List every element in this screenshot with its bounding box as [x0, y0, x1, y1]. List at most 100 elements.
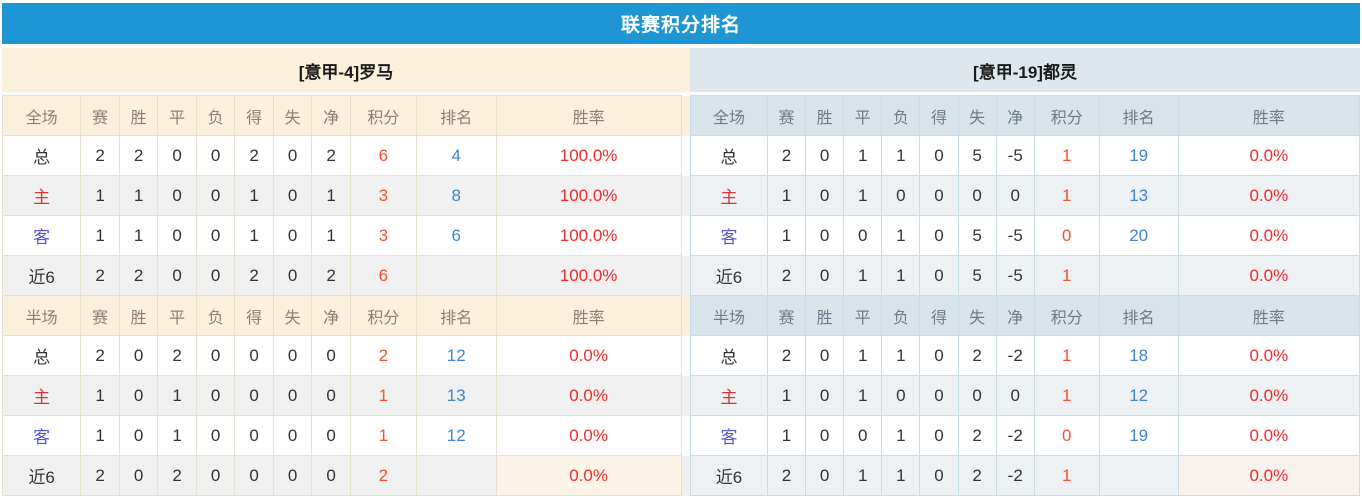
stat-cell: 0: [881, 375, 921, 416]
stat-cell: 1: [766, 415, 807, 456]
column-header-cell: 排名: [1098, 95, 1179, 136]
column-header-cell: 得: [919, 295, 959, 336]
stat-cell: 2: [157, 455, 197, 496]
row-label: 总: [1, 335, 82, 376]
table-row: 主 1 0 1 0 0 0 0 1 13 0.0%: [1, 375, 690, 416]
rank-cell: 12: [1098, 375, 1179, 416]
table-row: 近6 2 2 0 0 2 0 2 6 100.0%: [1, 255, 690, 296]
winrate-cell: 0.0%: [1177, 455, 1361, 496]
stat-cell: 0: [157, 215, 197, 256]
column-header-cell: 排名: [1098, 295, 1179, 336]
stat-cell: 0: [234, 415, 274, 456]
stat-cell: 0: [195, 255, 236, 296]
column-header-cell: 排名: [415, 95, 497, 136]
stat-cell: 2: [234, 135, 274, 176]
column-header-cell: 负: [881, 295, 921, 336]
column-header-cell: 负: [195, 95, 236, 136]
stat-cell: 2: [80, 335, 120, 376]
row-label: 总: [1, 135, 82, 176]
stat-cell: 1: [118, 175, 159, 216]
stat-cell: 2: [311, 255, 351, 296]
team-name-label: [意甲-19]都灵: [973, 62, 1077, 82]
table-row: 主 1 0 1 0 0 0 0 1 12 0.0%: [690, 375, 1361, 416]
stat-cell: 0: [234, 335, 274, 376]
stat-cell: 1: [80, 175, 120, 216]
stat-cell: 0: [843, 415, 883, 456]
row-label: 总: [690, 335, 768, 376]
rank-cell: 13: [1098, 175, 1179, 216]
stat-cell: 0: [919, 215, 959, 256]
column-header-cell: 失: [957, 295, 997, 336]
column-header-cell: 胜率: [1177, 295, 1361, 336]
stat-cell: 0: [195, 375, 236, 416]
stat-cell: 2: [234, 255, 274, 296]
stat-cell: 0: [805, 455, 845, 496]
stat-cell: 1: [157, 415, 197, 456]
points-cell: 1: [349, 375, 417, 416]
stat-cell: 0: [272, 255, 313, 296]
stat-cell: 0: [118, 415, 159, 456]
stat-cell: 1: [118, 215, 159, 256]
stat-cell: 0: [805, 375, 845, 416]
spacer-cell: [681, 336, 690, 376]
points-cell: 1: [1033, 455, 1100, 496]
stat-cell: 0: [272, 135, 313, 176]
stat-cell: 1: [881, 455, 921, 496]
stat-cell: 1: [80, 215, 120, 256]
column-header-cell: 胜率: [1177, 95, 1361, 136]
points-cell: 0: [1033, 415, 1100, 456]
column-header-cell: 得: [234, 95, 274, 136]
row-label: 近6: [690, 455, 768, 496]
column-header-cell: 胜: [118, 95, 159, 136]
stat-cell: 0: [919, 255, 959, 296]
column-header-cell: 排名: [415, 295, 497, 336]
stat-cell: 2: [766, 255, 807, 296]
winrate-cell: 0.0%: [1177, 335, 1361, 376]
spacer-cell: [681, 455, 690, 496]
table-row: 总 2 0 1 1 0 5 -5 1 19 0.0%: [690, 135, 1361, 176]
spacer-cell: [681, 295, 690, 336]
rank-cell: [1098, 255, 1179, 296]
page-title: 联赛积分排名: [620, 15, 741, 36]
table-row: 近6 2 0 1 1 0 5 -5 1 0.0%: [690, 255, 1361, 296]
row-label: 客: [1, 215, 82, 256]
stat-cell: 0: [311, 455, 351, 496]
points-cell: 0: [1033, 215, 1100, 256]
stat-cell: 0: [311, 375, 351, 416]
stat-cell: 0: [118, 455, 159, 496]
rank-cell: 6: [415, 215, 497, 256]
column-header-cell: 得: [234, 295, 274, 336]
spacer-cell: [681, 175, 690, 216]
table-row: 客 1 0 1 0 0 0 0 1 12 0.0%: [1, 415, 691, 456]
stat-cell: 0: [805, 255, 845, 296]
stat-cell: 2: [766, 335, 807, 376]
team-panel-roma: [意甲-4]罗马 全场赛胜平负得失净积分 排名 胜率总 2 2 0 0 2 0 2 6 4 100.0% 主…: [1, 48, 691, 496]
column-header-cell: 净: [995, 295, 1035, 336]
rank-cell: 12: [415, 415, 497, 456]
stat-cell: 0: [957, 175, 997, 216]
stat-cell: 0: [157, 135, 197, 176]
column-header-cell: 积分: [1033, 95, 1100, 136]
winrate-cell: 0.0%: [1177, 215, 1361, 256]
stat-cell: 1: [843, 455, 883, 496]
column-header-cell: 胜率: [495, 95, 682, 136]
column-header-cell: 胜: [805, 95, 845, 136]
team-name: [意甲-19]都灵: [690, 48, 1360, 95]
column-header-cell: 平: [157, 95, 197, 136]
stats-table: 全场赛胜平负得失净积分 排名 胜率总 2 0 1 1 0 5 -5 1 19 0.0% 主 1 0 1 0 0 0 0 1…: [690, 95, 1361, 496]
points-cell: 1: [1033, 135, 1100, 176]
stat-cell: 0: [195, 455, 236, 496]
points-cell: 3: [349, 215, 417, 256]
row-label: 近6: [1, 455, 82, 496]
stats-table: 全场赛胜平负得失净积分 排名 胜率总 2 2 0 0 2 0 2 6 4 100.0% 主 1 1 0 0 1 0 1 3…: [1, 95, 691, 496]
stat-cell: 1: [881, 335, 921, 376]
row-label: 主: [690, 375, 768, 416]
column-header-cell: 失: [272, 295, 313, 336]
column-header-cell: 全场: [690, 95, 768, 136]
stat-cell: 0: [234, 455, 274, 496]
stat-cell: -2: [995, 455, 1035, 496]
section-header-row: 半场赛胜平负得失净积分 排名 胜率: [690, 295, 1361, 336]
column-header-cell: 半场: [1, 295, 82, 336]
points-cell: 2: [349, 455, 417, 496]
winrate-cell: 100.0%: [495, 135, 682, 176]
